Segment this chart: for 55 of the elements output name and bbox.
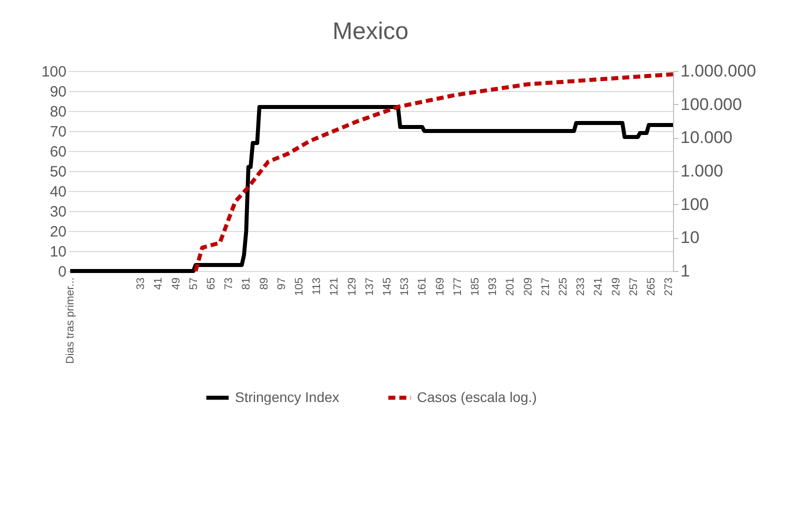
- y2-tick-label: 10: [680, 228, 700, 248]
- x-tick-label: 73: [223, 278, 236, 290]
- x-tick-label: 273: [663, 278, 676, 296]
- x-tick-label: 49: [170, 278, 182, 290]
- x-tick-label: 193: [487, 278, 500, 296]
- y-tick-label: 10: [50, 244, 66, 260]
- x-tick-label: 257: [628, 278, 640, 296]
- x-tick-label: 233: [575, 278, 588, 296]
- x-tick-label: 137: [364, 278, 376, 296]
- y2-tick-label: 100: [680, 194, 709, 214]
- x-tick-label: 185: [470, 278, 482, 296]
- x-tick-label: 225: [558, 278, 570, 296]
- line-series: [194, 72, 675, 273]
- x-tick-label: 153: [399, 278, 412, 296]
- y-tick-label: 80: [50, 104, 66, 120]
- line-series: [68, 105, 675, 273]
- legend-label: Stringency Index: [235, 388, 340, 405]
- y-tick-label: 40: [50, 184, 66, 200]
- x-tick-label: 241: [592, 278, 605, 296]
- y-tick-label: 90: [50, 84, 66, 100]
- x-tick-label: 57: [188, 278, 200, 290]
- x-tick-label: 89: [258, 278, 270, 290]
- y2-tick-label: 1.000.000: [680, 62, 756, 80]
- x-tick-label: 41: [152, 278, 165, 290]
- x-tick-label: 265: [646, 278, 658, 296]
- x-tick-label: 177: [452, 278, 464, 296]
- y2-tick-label: 100.000: [680, 94, 742, 114]
- x-tick-label: 217: [540, 278, 552, 296]
- x-tick-label: 121: [328, 278, 341, 296]
- x-tick-label: 145: [382, 278, 394, 296]
- x-tick-label: 201: [504, 278, 517, 296]
- y-tick-label: 70: [50, 124, 66, 140]
- y-tick-label: 100: [41, 64, 66, 80]
- x-tick-label: 129: [346, 278, 358, 296]
- x-tick-label: 105: [294, 278, 306, 296]
- x-tick-label: 97: [276, 278, 288, 290]
- y-tick-label: 20: [50, 224, 66, 240]
- x-tick-label: 65: [206, 278, 218, 290]
- legend-label: Casos (escala log.): [417, 388, 537, 405]
- y2-tick-label: 10.000: [680, 128, 732, 148]
- y-tick-label: 0: [58, 264, 66, 280]
- x-tick-label: 249: [610, 278, 622, 296]
- x-tick-label: 161: [416, 278, 429, 296]
- x-tick-label: 169: [434, 278, 446, 296]
- y-tick-label: 60: [50, 144, 66, 160]
- x-tick-label: 81: [240, 278, 253, 290]
- x-tick-label: 209: [522, 278, 534, 296]
- chart-title: Mexico: [332, 18, 409, 45]
- x-tick-label: Dias tras primer...: [64, 278, 77, 364]
- y-tick-label: 50: [50, 164, 66, 180]
- y2-tick-label: 1: [680, 262, 690, 280]
- x-tick-label: 33: [135, 278, 148, 290]
- y2-tick-label: 1.000: [680, 162, 724, 180]
- x-tick-label: 113: [311, 278, 324, 296]
- y-tick-label: 30: [50, 204, 66, 220]
